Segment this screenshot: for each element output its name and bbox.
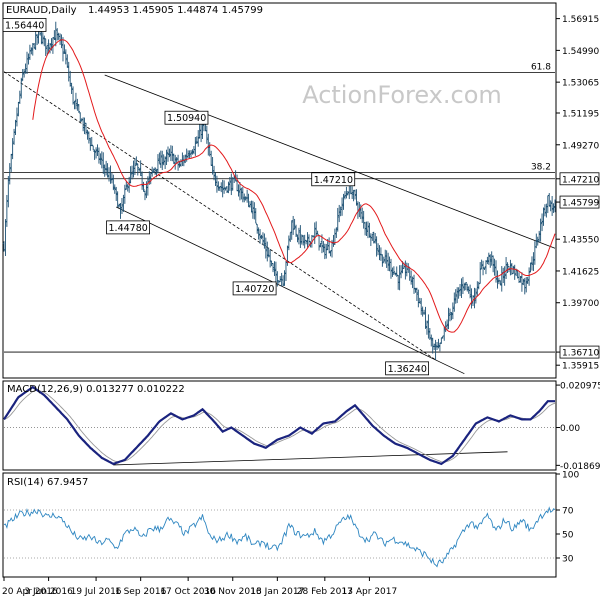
svg-text:1.44780: 1.44780 xyxy=(109,223,148,234)
ma-line xyxy=(32,39,556,333)
price-tick-label: 1.36710 xyxy=(562,349,599,359)
price-tick-label: 1.39700 xyxy=(562,299,599,309)
price-callout: 1.50940 xyxy=(164,110,209,125)
watermark: ActionForex.com xyxy=(302,81,502,109)
date-tick-label: 28 Feb 2017 xyxy=(297,587,353,597)
chart-header: EURAUD,Daily xyxy=(6,5,77,16)
rsi-panel xyxy=(2,472,557,578)
rsi-indicator: 100 70 50 30 xyxy=(3,471,579,568)
price-tick-label: 1.43550 xyxy=(562,236,599,246)
macd-panel xyxy=(2,380,557,471)
price-callout: 1.36240 xyxy=(385,361,429,376)
ohlc-bar xyxy=(316,230,319,235)
ohlc-bar xyxy=(136,163,139,176)
price-callout: 1.56440 xyxy=(2,18,47,32)
price-tick-label: 1.47210 xyxy=(562,175,599,185)
ohlc-bar xyxy=(381,254,384,267)
ohlc-bar xyxy=(142,181,145,192)
macd-line xyxy=(3,385,555,466)
date-tick-label: 20 Apr 2016 xyxy=(2,587,58,597)
macd-title: MACD(12,26,9) 0.013277 0.010222 xyxy=(7,384,185,395)
price-panel xyxy=(2,2,557,379)
svg-text:1.40720: 1.40720 xyxy=(235,284,274,295)
ohlc-bar xyxy=(478,262,482,284)
price-bars xyxy=(2,21,557,360)
ohlc-bar xyxy=(79,112,82,123)
price-levels: 61.8 38.2 xyxy=(4,62,555,353)
rsi-line xyxy=(3,506,556,568)
fib-level-label: 61.8 xyxy=(531,62,551,72)
rsi-tick-label: 70 xyxy=(562,507,574,517)
price-tick-label: 1.54990 xyxy=(562,47,599,57)
price-callout: 1.47210 xyxy=(311,172,356,187)
ohlc-bar xyxy=(153,167,157,175)
macd-tick-label: 0.020975 xyxy=(560,382,600,392)
rsi-tick-label: 50 xyxy=(562,531,574,541)
date-tick-label: 13 Apr 2017 xyxy=(342,587,398,597)
ohlc-bar xyxy=(90,136,93,147)
rsi-title: RSI(14) 67.9457 xyxy=(7,477,88,488)
rsi-tick-label: 100 xyxy=(562,471,579,481)
macd-signal-line xyxy=(3,389,556,463)
trend-channel xyxy=(3,71,556,375)
macd-tick-label: -0.018693 xyxy=(560,462,600,472)
price-tick-label: 1.56915 xyxy=(562,15,599,25)
ohlc-bar xyxy=(553,199,557,213)
ohlc-bar xyxy=(77,104,81,113)
date-tick-label: 3 Jun 2016 xyxy=(24,587,73,597)
rsi-tick-label: 30 xyxy=(562,555,574,565)
svg-text:1.56440: 1.56440 xyxy=(5,20,44,31)
date-tick-label: 13 Jan 2017 xyxy=(250,587,304,597)
ohlc-bar xyxy=(506,262,509,274)
svg-text:1.50940: 1.50940 xyxy=(167,113,206,124)
moving-average xyxy=(32,39,556,333)
ohlc-bar xyxy=(294,224,298,237)
ohlc-bar xyxy=(20,77,23,99)
ohlc-bar xyxy=(254,208,257,224)
macd-tick-label: 0.00 xyxy=(560,424,580,434)
ohlc-readout: 1.44953 1.45905 1.44874 1.45799 xyxy=(88,5,263,16)
date-tick-label: 17 Oct 2016 xyxy=(160,587,216,597)
svg-text:1.36240: 1.36240 xyxy=(388,364,427,375)
price-axis: 1.56915 1.54990 1.53065 1.51195 1.49270 1.472… xyxy=(556,15,599,372)
price-tick-label: 1.49270 xyxy=(562,141,599,151)
svg-text:1.47210: 1.47210 xyxy=(314,175,353,186)
ohlc-bar xyxy=(392,266,396,275)
price-callout: 1.40720 xyxy=(232,281,277,296)
price-callout: 1.44780 xyxy=(106,220,150,235)
date-tick-label: 30 Nov 2016 xyxy=(204,587,262,597)
price-tick-label: 1.51195 xyxy=(562,110,599,120)
ohlc-bar xyxy=(464,282,468,291)
price-tick-label: 1.45799 xyxy=(562,199,599,209)
date-tick-label: 1 Sep 2016 xyxy=(115,587,167,597)
price-tick-label: 1.53065 xyxy=(562,79,599,89)
price-annotations: 1.56440 1.50940 1.44780 1.47210 1.40720 1.362… xyxy=(2,18,429,376)
ohlc-bar xyxy=(135,156,138,166)
price-tick-label: 1.35915 xyxy=(562,362,599,372)
price-tick-label: 1.41625 xyxy=(562,267,599,277)
date-tick-label: 19 Jul 2016 xyxy=(71,587,122,597)
fib-level-label: 38.2 xyxy=(531,162,551,172)
macd-indicator: 0.020975 0.00 -0.018693 xyxy=(3,382,600,472)
